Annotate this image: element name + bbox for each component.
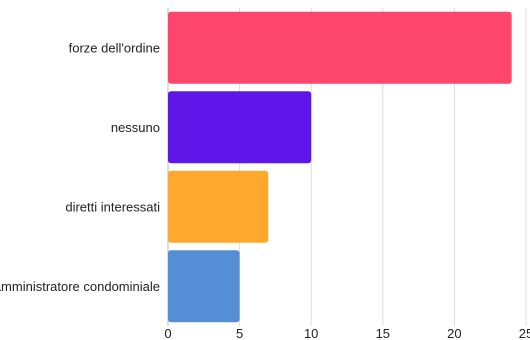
category-label: diretti interessati (65, 199, 160, 214)
category-label: forze dell'ordine (69, 40, 160, 55)
x-tick-label: 15 (376, 326, 390, 340)
x-tick-label: 10 (304, 326, 318, 340)
x-tick-label: 0 (164, 326, 171, 340)
x-axis-ticks: 0 5 10 15 20 25 (164, 326, 530, 340)
category-label: nessuno (111, 120, 160, 135)
bars (168, 11, 512, 323)
bar-3 (168, 250, 240, 323)
x-tick-label: 20 (447, 326, 461, 340)
bar-0 (168, 11, 512, 84)
category-label: amministratore condominiale (0, 279, 160, 294)
x-tick-label: 5 (236, 326, 243, 340)
x-tick-label: 25 (519, 326, 530, 340)
bar-2 (168, 170, 269, 243)
category-labels: forze dell'ordine nessuno diretti interess… (0, 40, 160, 294)
bar-1 (168, 91, 312, 164)
